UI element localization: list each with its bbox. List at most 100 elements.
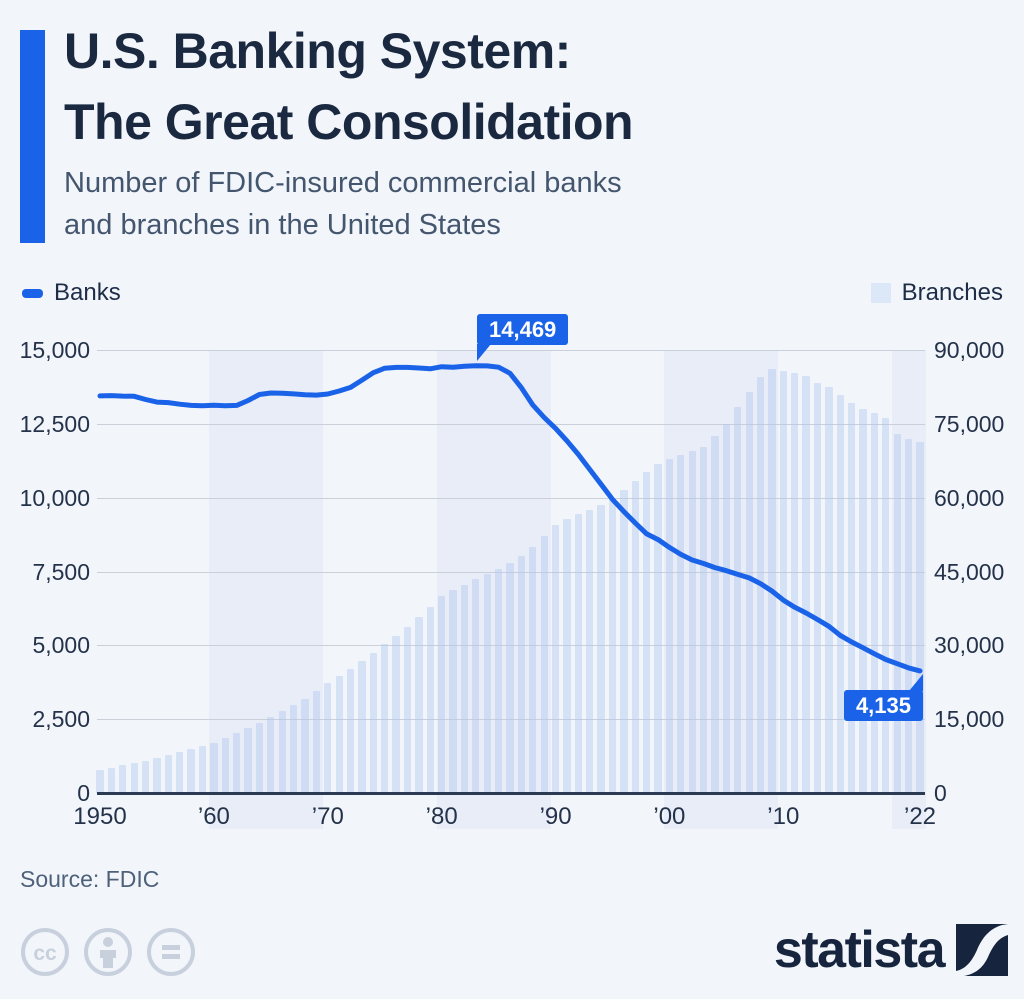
legend-banks: Banks [22, 279, 121, 306]
y-axis-label-right: 15,000 [934, 706, 1005, 733]
page-subtitle-line2: and branches in the United States [64, 209, 501, 241]
x-axis-label: ’60 [197, 803, 230, 830]
branch-bar [244, 728, 252, 793]
branch-bar [597, 504, 605, 793]
svg-text:cc: cc [33, 942, 57, 965]
branch-bar [141, 760, 150, 793]
branch-bar [198, 746, 207, 793]
page-subtitle: Number of FDIC-insured commercial banks … [64, 162, 622, 246]
branch-bar [289, 704, 298, 793]
branch-bar [358, 660, 366, 793]
branch-bar [916, 442, 924, 793]
branch-bar [870, 413, 879, 793]
branch-bar [631, 481, 639, 793]
page-title-line1: U.S. Banking System: [64, 23, 571, 79]
branch-bar [187, 748, 195, 793]
y-axis-label-left: 15,000 [19, 337, 90, 363]
source-note: Source: FDIC [20, 866, 160, 892]
branch-bar [745, 391, 753, 793]
branch-bar [392, 635, 400, 793]
page-subtitle-line1: Number of FDIC-insured commercial banks [64, 167, 622, 199]
branch-bar [893, 433, 901, 793]
y-axis-label-right: 30,000 [934, 632, 1005, 659]
branch-bar [96, 769, 104, 793]
branch-bar [346, 668, 355, 793]
peak-value-callout: 14,469 [477, 314, 569, 361]
branch-bar [665, 459, 674, 793]
statista-logo-text: statista [773, 921, 946, 979]
title-accent-bar [20, 30, 45, 243]
branch-bar [335, 675, 343, 793]
branch-bar [848, 402, 856, 793]
branch-bar [312, 691, 321, 793]
y-axis-label-right: 90,000 [934, 337, 1005, 363]
branch-bar [768, 368, 776, 793]
legend-branches: Branches [870, 279, 1003, 306]
attribution-icon[interactable] [83, 927, 133, 977]
branch-bar [210, 742, 218, 793]
branch-bar [574, 514, 582, 793]
branch-bar [403, 626, 412, 793]
branch-bar [529, 546, 537, 793]
y-axis-label-right: 75,000 [934, 410, 1005, 437]
gridline [97, 350, 925, 351]
branch-bar [472, 579, 480, 793]
y-axis-label-right: 0 [934, 780, 947, 806]
branch-bar [153, 758, 161, 793]
legend-branches-label: Branches [901, 279, 1003, 306]
branch-bar [233, 733, 241, 793]
x-axis-label: ’22 [903, 803, 937, 830]
branch-bar [221, 738, 229, 793]
branch-bar [176, 752, 184, 793]
x-axis-label: ’00 [653, 803, 686, 830]
page-title: U.S. Banking System: The Great Consolida… [64, 16, 634, 158]
branch-bar [494, 568, 503, 793]
page-title-line2: The Great Consolidation [64, 94, 634, 150]
y-axis-label-left: 2,500 [32, 706, 90, 733]
branch-bar [836, 394, 844, 793]
peak-value-label: 14,469 [489, 317, 557, 342]
branch-bar [164, 755, 172, 793]
license-icons: cc [20, 927, 196, 977]
branch-bar [711, 436, 719, 793]
branch-bar [620, 489, 628, 793]
statista-logo[interactable]: statista [774, 922, 1008, 978]
branch-bar [859, 408, 867, 793]
branch-bar [688, 451, 696, 793]
x-axis-label: 1950 [73, 803, 127, 830]
branch-bar [107, 767, 116, 793]
branch-bar [699, 447, 708, 793]
branches-bar-swatch [870, 283, 891, 303]
branch-bar [756, 377, 765, 793]
branch-bar [426, 606, 434, 793]
branch-bar [734, 406, 742, 793]
gridline [97, 423, 925, 425]
branch-bar [517, 555, 526, 793]
callout-pointer-down-icon [477, 344, 491, 361]
branch-bar [654, 464, 662, 793]
y-axis-label-left: 0 [77, 780, 90, 806]
y-axis-label-right: 60,000 [934, 484, 1005, 511]
x-axis-label: ’80 [425, 803, 458, 830]
branch-bar [369, 652, 377, 793]
y-axis-label-left: 5,000 [32, 632, 90, 659]
y-axis-label-left: 12,500 [19, 410, 90, 437]
branch-bar [540, 536, 548, 793]
branch-bar [643, 472, 651, 793]
branch-bar [608, 497, 617, 793]
x-axis-line [97, 791, 925, 795]
x-axis-label: ’90 [539, 803, 572, 830]
cc-icon[interactable]: cc [20, 927, 70, 977]
branch-bar [586, 510, 594, 793]
branch-bar [779, 371, 787, 793]
callout-pointer-up-icon [909, 674, 923, 691]
branch-bar [882, 417, 890, 793]
equals-icon[interactable] [146, 927, 196, 977]
branch-bar [324, 683, 332, 793]
end-value-callout: 4,135 [843, 674, 923, 721]
branch-bar [791, 373, 799, 793]
branch-bar [119, 765, 127, 793]
branch-bar [438, 596, 446, 793]
